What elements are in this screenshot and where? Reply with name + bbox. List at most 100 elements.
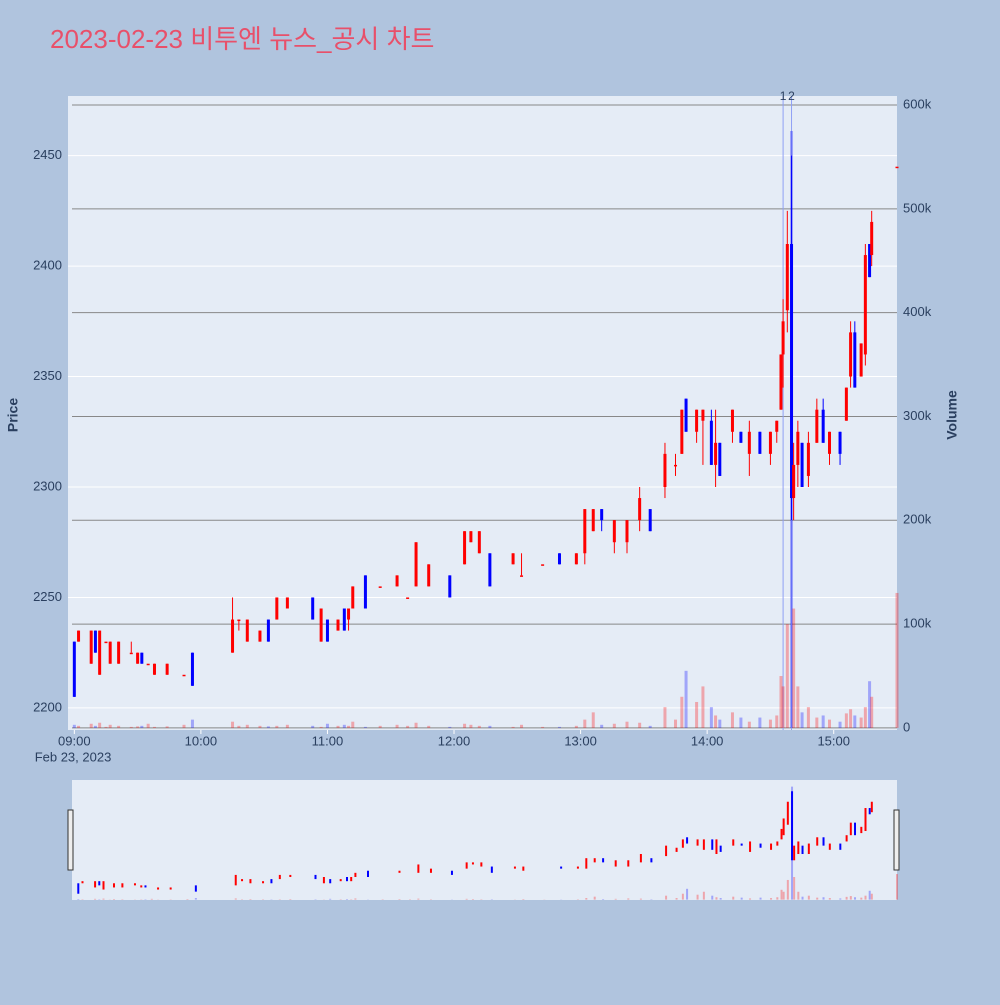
- volume-bar: [680, 697, 683, 728]
- mini-volume-bar: [770, 898, 772, 900]
- candle-body: [90, 631, 93, 664]
- mini-volume-bar: [860, 898, 862, 900]
- volume-bar: [845, 713, 848, 728]
- mini-volume-bar: [816, 898, 818, 900]
- volume-bar: [478, 726, 481, 728]
- mini-volume-bar: [102, 899, 104, 900]
- volume-bar: [191, 720, 194, 728]
- volume-bar: [625, 722, 628, 728]
- candle-body: [364, 575, 367, 608]
- candle-body: [153, 664, 156, 675]
- mini-volume-bar: [703, 892, 705, 900]
- y-tick-label: 2350: [33, 368, 62, 383]
- candle-body: [775, 421, 778, 432]
- candle-body: [839, 432, 842, 454]
- volume-bar: [685, 671, 688, 728]
- candle-body: [73, 642, 76, 697]
- y2-tick-label: 200k: [903, 512, 932, 527]
- candle-body: [685, 399, 688, 432]
- mini-volume-bar: [850, 896, 852, 900]
- candle-body: [695, 410, 698, 432]
- mini-volume-bar: [896, 874, 898, 900]
- volume-bar: [613, 724, 616, 728]
- volume-bar: [558, 727, 561, 728]
- candle-body: [286, 597, 289, 608]
- mini-volume-bar: [741, 898, 743, 900]
- mini-volume-bar: [829, 898, 831, 900]
- volume-bar: [343, 725, 346, 728]
- volume-bar: [815, 718, 818, 728]
- mini-volume-bar: [472, 899, 474, 900]
- candle-body: [663, 454, 666, 487]
- mini-volume-bar: [793, 877, 795, 900]
- volume-bar: [488, 726, 491, 728]
- volume-bar: [775, 715, 778, 727]
- volume-bar: [807, 707, 810, 728]
- candle-body: [488, 553, 491, 586]
- candle-body: [104, 642, 107, 644]
- mini-volume-bar: [466, 899, 468, 900]
- x-date-label: Feb 23, 2023: [35, 749, 112, 764]
- candle-body: [613, 520, 616, 542]
- volume-bar: [320, 727, 323, 728]
- candle-body: [718, 443, 721, 476]
- mini-volume-bar: [682, 894, 684, 900]
- candle-body: [267, 620, 270, 642]
- volume-bar: [326, 724, 329, 728]
- volume-bar: [739, 718, 742, 728]
- x-tick-label: 09:00: [58, 733, 91, 748]
- volume-bar: [258, 726, 261, 728]
- mini-volume-bar: [823, 897, 825, 899]
- candle-body: [275, 597, 278, 619]
- volume-bar: [396, 725, 399, 728]
- candle-body: [191, 653, 194, 686]
- candle-body: [782, 321, 785, 354]
- candle-body: [625, 520, 628, 542]
- volume-bar: [166, 726, 169, 728]
- candle-body: [98, 631, 101, 675]
- x-tick-label: 12:00: [438, 733, 471, 748]
- candle-body: [140, 653, 143, 664]
- y2-tick-label: 500k: [903, 200, 932, 215]
- candle-body: [520, 575, 523, 577]
- volume-bar: [98, 723, 101, 728]
- y-axis-label: Price: [5, 398, 21, 432]
- candle-body: [396, 575, 399, 586]
- candle-body: [849, 332, 852, 376]
- volume-bar: [695, 702, 698, 728]
- mini-volume-bar: [195, 898, 197, 900]
- range-handle[interactable]: [894, 810, 899, 870]
- volume-bar: [870, 697, 873, 728]
- volume-bar: [73, 725, 76, 728]
- y2-axis-label: Volume: [944, 390, 960, 440]
- mini-volume-bar: [602, 899, 604, 900]
- candle-body: [674, 465, 677, 467]
- news-label: 1: [780, 89, 787, 103]
- volume-bar: [520, 725, 523, 728]
- range-handle[interactable]: [68, 810, 73, 870]
- news-label: 2: [788, 89, 795, 103]
- mini-volume-bar: [802, 897, 804, 900]
- candle-body: [147, 664, 150, 666]
- volume-bar: [575, 726, 578, 728]
- volume-bar: [117, 726, 120, 728]
- candle-body: [758, 432, 761, 454]
- candle-body: [130, 653, 133, 655]
- candle-body: [258, 631, 261, 642]
- candle-body: [680, 410, 683, 454]
- volume-bar: [90, 724, 93, 728]
- volume-bar: [864, 707, 867, 728]
- mini-volume-bar: [354, 898, 356, 899]
- candle-body: [558, 553, 561, 564]
- volume-bar: [758, 718, 761, 728]
- candle-body: [822, 410, 825, 443]
- range-slider[interactable]: [72, 780, 897, 900]
- volume-bar: [512, 727, 515, 728]
- mini-volume-bar: [235, 898, 237, 899]
- volume-bar: [701, 686, 704, 728]
- mini-volume-bar: [783, 892, 785, 900]
- x-tick-label: 11:00: [312, 733, 344, 748]
- mini-volume-bar: [94, 899, 96, 900]
- mini-volume-bar: [839, 898, 841, 899]
- volume-bar: [469, 725, 472, 728]
